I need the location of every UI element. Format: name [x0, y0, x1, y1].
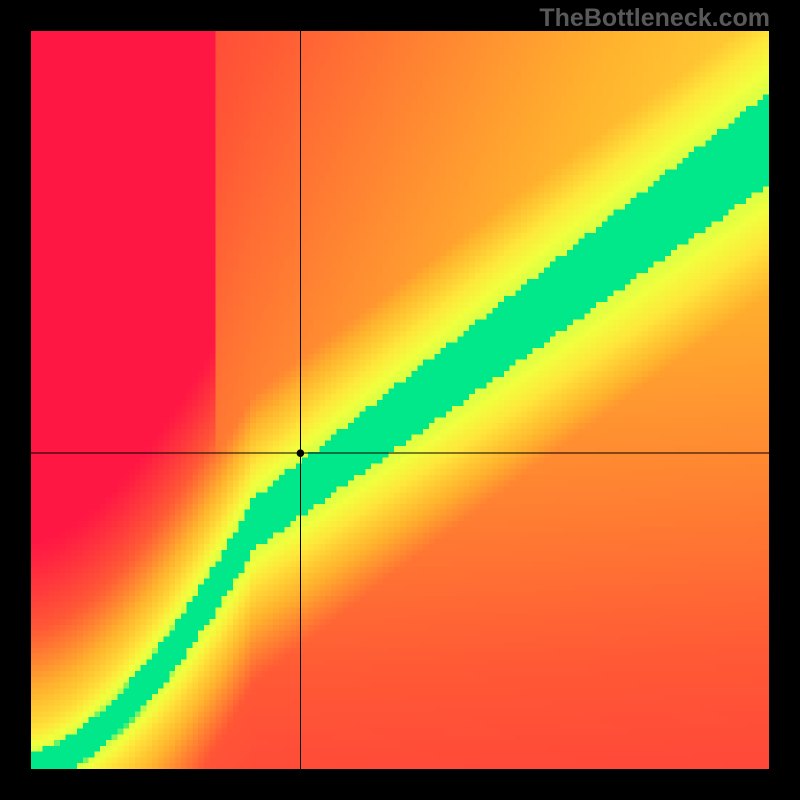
bottleneck-heatmap [31, 31, 769, 769]
chart-container: TheBottleneck.com [0, 0, 800, 800]
watermark-text: TheBottleneck.com [539, 4, 770, 33]
